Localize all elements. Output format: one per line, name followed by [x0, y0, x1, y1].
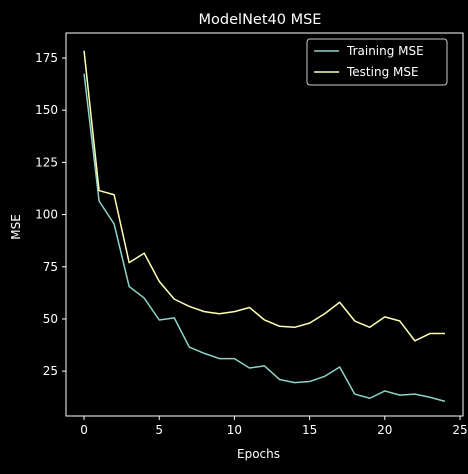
series-layer: [83, 50, 446, 403]
legend: Training MSE Testing MSE: [306, 38, 448, 86]
chart-title: ModelNet40 MSE: [199, 12, 322, 28]
x-tick-label: 20: [377, 423, 392, 437]
series-line-training-mse: [83, 73, 446, 403]
x-tick-label: 10: [227, 423, 242, 437]
legend-box: [306, 38, 448, 86]
plot-frame: [65, 32, 464, 417]
y-axis-label: MSE: [9, 214, 23, 240]
y-tick-label: 175: [35, 51, 58, 65]
x-tick-label: 0: [80, 423, 88, 437]
y-tick-label: 100: [35, 208, 58, 222]
y-tick-label: 50: [43, 312, 58, 326]
axes: 0 5 10 15 20 25 25 50 75 100 125 150 175: [35, 32, 468, 437]
y-tick-label: 75: [43, 260, 58, 274]
x-tick-label: 5: [155, 423, 163, 437]
x-tick-label: 15: [302, 423, 317, 437]
legend-label: Testing MSE: [346, 65, 419, 79]
y-tick-label: 150: [35, 103, 58, 117]
x-axis-label: Epochs: [237, 447, 280, 461]
legend-label: Training MSE: [346, 44, 424, 58]
x-tick-label: 25: [452, 423, 467, 437]
y-tick-label: 25: [43, 364, 58, 378]
y-tick-label: 125: [35, 155, 58, 169]
series-line-testing-mse: [83, 50, 445, 342]
